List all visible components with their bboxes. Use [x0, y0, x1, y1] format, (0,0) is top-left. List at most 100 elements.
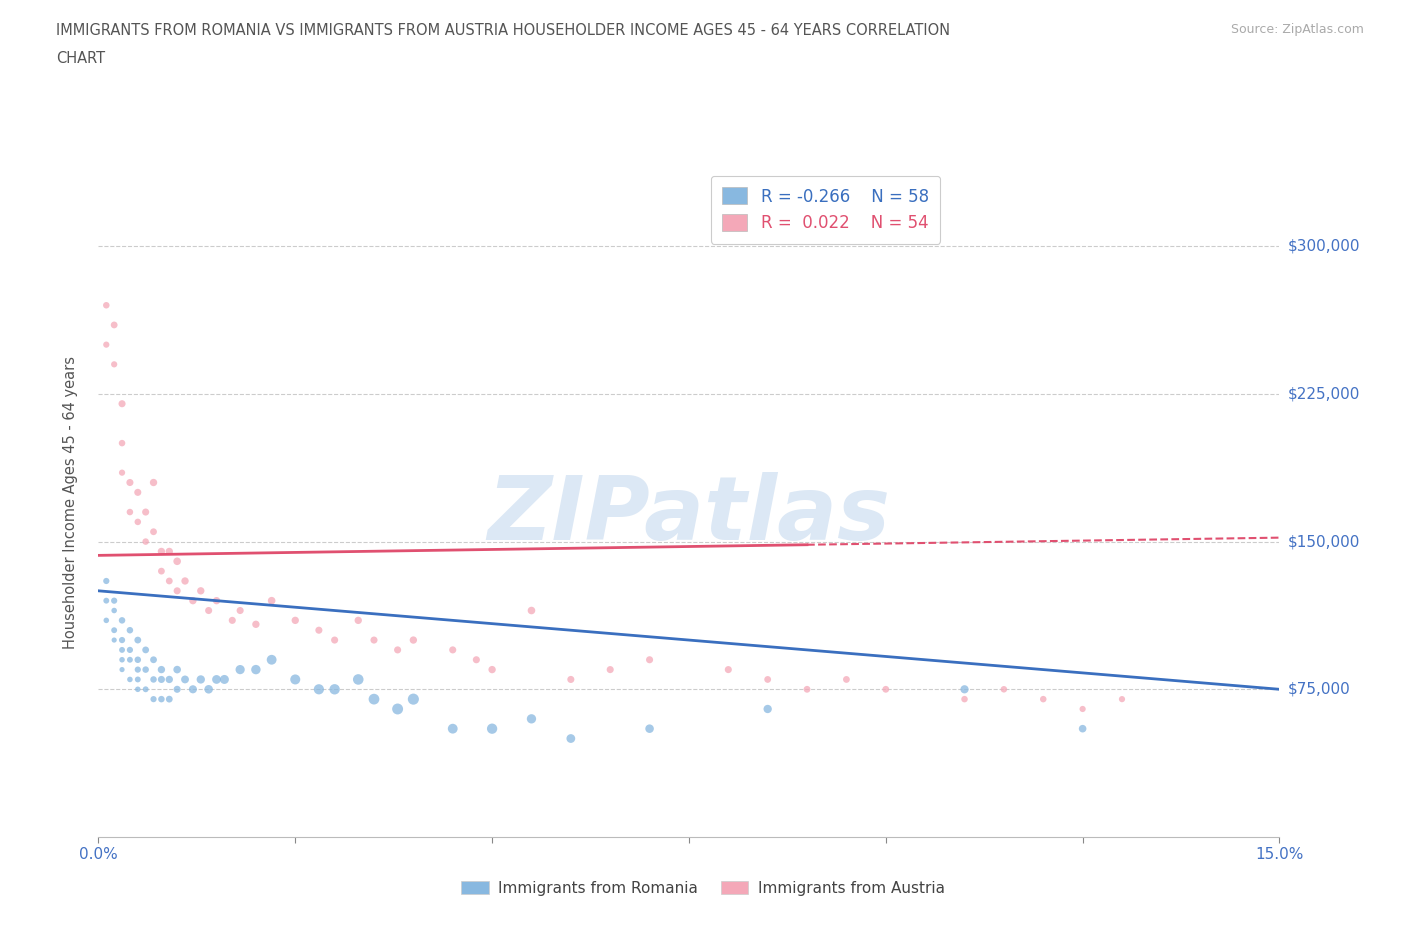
Point	[229, 603, 252, 618]
Point	[481, 662, 503, 677]
Point	[118, 643, 141, 658]
Point	[150, 662, 173, 677]
Text: $75,000: $75,000	[1288, 682, 1351, 697]
Point	[142, 652, 165, 667]
Point	[111, 396, 134, 411]
Point	[157, 692, 180, 707]
Point	[387, 701, 409, 716]
Point	[1032, 692, 1054, 707]
Point	[127, 632, 149, 647]
Point	[142, 525, 165, 539]
Point	[174, 672, 197, 687]
Point	[157, 574, 180, 589]
Text: Source: ZipAtlas.com: Source: ZipAtlas.com	[1230, 23, 1364, 36]
Point	[103, 632, 125, 647]
Point	[166, 583, 188, 598]
Point	[96, 574, 118, 589]
Point	[465, 652, 488, 667]
Point	[135, 534, 157, 549]
Point	[205, 593, 228, 608]
Point	[135, 682, 157, 697]
Point	[150, 564, 173, 578]
Point	[111, 435, 134, 450]
Point	[835, 672, 858, 687]
Point	[599, 662, 621, 677]
Y-axis label: Householder Income Ages 45 - 64 years: Householder Income Ages 45 - 64 years	[63, 355, 77, 649]
Point	[135, 662, 157, 677]
Point	[638, 722, 661, 737]
Point	[260, 593, 283, 608]
Point	[229, 662, 252, 677]
Point	[174, 574, 197, 589]
Point	[953, 692, 976, 707]
Point	[150, 544, 173, 559]
Text: ZIPatlas: ZIPatlas	[488, 472, 890, 559]
Point	[111, 465, 134, 480]
Text: $300,000: $300,000	[1288, 239, 1360, 254]
Point	[135, 643, 157, 658]
Point	[127, 485, 149, 499]
Point	[347, 672, 370, 687]
Point	[402, 632, 425, 647]
Point	[796, 682, 818, 697]
Point	[323, 632, 346, 647]
Point	[96, 298, 118, 312]
Point	[284, 613, 307, 628]
Point	[402, 692, 425, 707]
Point	[127, 652, 149, 667]
Point	[150, 692, 173, 707]
Point	[214, 672, 236, 687]
Point	[520, 711, 543, 726]
Point	[118, 623, 141, 638]
Point	[181, 682, 204, 697]
Point	[308, 623, 330, 638]
Point	[245, 617, 267, 631]
Legend: R = -0.266    N = 58, R =  0.022    N = 54: R = -0.266 N = 58, R = 0.022 N = 54	[710, 176, 941, 244]
Point	[111, 643, 134, 658]
Point	[953, 682, 976, 697]
Point	[245, 662, 267, 677]
Point	[205, 672, 228, 687]
Text: $150,000: $150,000	[1288, 534, 1360, 549]
Point	[157, 544, 180, 559]
Point	[221, 613, 243, 628]
Point	[363, 632, 385, 647]
Point	[284, 672, 307, 687]
Point	[103, 593, 125, 608]
Point	[560, 672, 582, 687]
Point	[363, 692, 385, 707]
Point	[638, 652, 661, 667]
Point	[96, 613, 118, 628]
Point	[111, 632, 134, 647]
Point	[441, 643, 464, 658]
Point	[875, 682, 897, 697]
Point	[387, 643, 409, 658]
Point	[347, 613, 370, 628]
Point	[157, 672, 180, 687]
Point	[135, 505, 157, 520]
Point	[103, 603, 125, 618]
Point	[1071, 701, 1094, 716]
Point	[142, 692, 165, 707]
Point	[166, 554, 188, 569]
Point	[118, 475, 141, 490]
Point	[103, 623, 125, 638]
Point	[127, 662, 149, 677]
Point	[260, 652, 283, 667]
Point	[520, 603, 543, 618]
Point	[111, 652, 134, 667]
Point	[756, 672, 779, 687]
Point	[127, 514, 149, 529]
Point	[197, 682, 219, 697]
Point	[166, 682, 188, 697]
Point	[96, 593, 118, 608]
Legend: Immigrants from Romania, Immigrants from Austria: Immigrants from Romania, Immigrants from…	[456, 874, 950, 902]
Point	[1111, 692, 1133, 707]
Point	[118, 652, 141, 667]
Text: IMMIGRANTS FROM ROMANIA VS IMMIGRANTS FROM AUSTRIA HOUSEHOLDER INCOME AGES 45 - : IMMIGRANTS FROM ROMANIA VS IMMIGRANTS FR…	[56, 23, 950, 38]
Point	[103, 317, 125, 332]
Point	[127, 682, 149, 697]
Point	[118, 672, 141, 687]
Point	[150, 672, 173, 687]
Point	[441, 722, 464, 737]
